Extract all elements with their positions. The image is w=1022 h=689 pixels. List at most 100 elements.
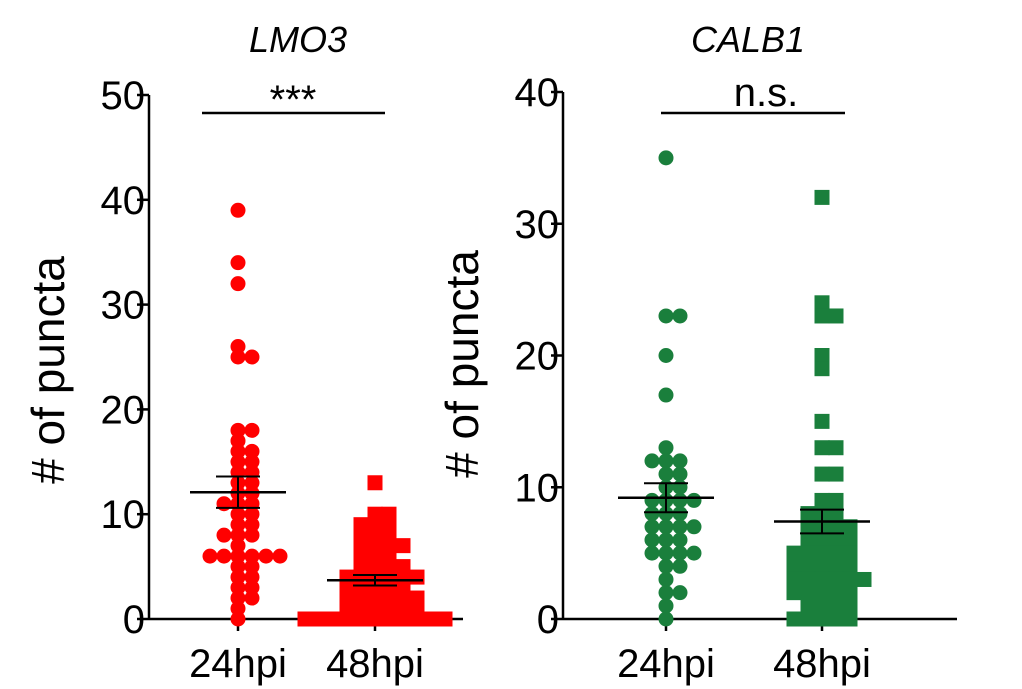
- data-point: [644, 545, 660, 561]
- data-point: [244, 443, 260, 459]
- data-point: [395, 611, 411, 627]
- data-point: [244, 506, 260, 522]
- significance-label: n.s.: [734, 71, 798, 115]
- data-point: [230, 538, 246, 554]
- y-tick-label: 40: [515, 71, 560, 115]
- data-point: [409, 569, 425, 585]
- data-point: [230, 611, 246, 627]
- data-point: [828, 585, 844, 601]
- data-point: [800, 611, 816, 627]
- data-point: [828, 466, 844, 482]
- data-point: [230, 276, 246, 292]
- data-point: [230, 559, 246, 575]
- data-point: [230, 349, 246, 365]
- data-point: [814, 308, 830, 324]
- data-point: [658, 387, 674, 403]
- data-point: [828, 611, 844, 627]
- data-point: [672, 479, 688, 495]
- data-point: [230, 601, 246, 617]
- data-point: [828, 532, 844, 548]
- data-point: [644, 492, 660, 508]
- data-point: [230, 433, 246, 449]
- data-point: [814, 295, 830, 311]
- data-point: [230, 339, 246, 355]
- data-point: [828, 506, 844, 522]
- data-point: [216, 548, 232, 564]
- data-point: [325, 611, 341, 627]
- data-point: [686, 545, 702, 561]
- data-point: [244, 569, 260, 585]
- data-point: [244, 548, 260, 564]
- data-point: [658, 466, 674, 482]
- x-tick-label: 24hpi: [189, 642, 287, 686]
- data-point: [244, 475, 260, 491]
- data-point: [244, 349, 260, 365]
- data-point: [800, 598, 816, 614]
- data-point: [272, 548, 288, 564]
- data-point: [786, 571, 802, 587]
- data-point: [786, 611, 802, 627]
- data-point: [842, 519, 858, 535]
- data-point: [658, 506, 674, 522]
- data-point: [658, 545, 674, 561]
- data-point: [814, 440, 830, 456]
- data-point: [814, 611, 830, 627]
- data-point: [828, 558, 844, 574]
- data-point: [814, 558, 830, 574]
- data-point: [672, 492, 688, 508]
- data-point: [658, 453, 674, 469]
- data-point: [828, 571, 844, 587]
- data-point: [842, 545, 858, 561]
- data-point: [814, 532, 830, 548]
- data-point: [814, 545, 830, 561]
- data-point: [202, 548, 218, 564]
- data-point: [800, 532, 816, 548]
- data-point: [230, 569, 246, 585]
- data-point: [842, 532, 858, 548]
- data-point: [658, 611, 674, 627]
- data-point: [658, 348, 674, 363]
- y-tick-label: 50: [101, 74, 146, 118]
- data-point: [672, 466, 688, 482]
- data-point: [216, 527, 232, 543]
- data-point: [828, 545, 844, 561]
- data-point: [244, 527, 260, 543]
- data-point: [842, 611, 858, 627]
- data-point: [856, 571, 872, 587]
- data-point: [842, 585, 858, 601]
- data-point: [658, 571, 674, 587]
- data-point: [230, 202, 246, 218]
- data-point: [800, 545, 816, 561]
- data-point: [244, 580, 260, 596]
- data-point: [828, 519, 844, 535]
- data-point: [339, 611, 355, 627]
- data-point: [230, 548, 246, 564]
- data-point: [658, 440, 674, 456]
- data-point: [644, 519, 660, 535]
- data-point: [258, 548, 274, 564]
- x-tick-label: 24hpi: [617, 642, 715, 686]
- data-point: [230, 506, 246, 522]
- panel-lmo3: LMO3 # of puncta *** 0 10 20 30 40 50 24hpi 48h…: [22, 19, 463, 686]
- data-point: [381, 611, 397, 627]
- data-point: [423, 611, 439, 627]
- y-tick-label: 10: [515, 466, 560, 510]
- data-point: [658, 519, 674, 535]
- data-point: [828, 440, 844, 456]
- y-tick-label: 10: [101, 493, 146, 537]
- y-tick-label: 0: [537, 598, 559, 642]
- data-point: [244, 590, 260, 606]
- data-point: [658, 308, 674, 324]
- data-point: [367, 475, 383, 491]
- chart-title: LMO3: [249, 19, 347, 60]
- data-point: [437, 611, 453, 627]
- data-point: [409, 611, 425, 627]
- data-point: [672, 453, 688, 469]
- data-point: [658, 532, 674, 548]
- data-point: [814, 598, 830, 614]
- x-tick-label: 48hpi: [326, 642, 424, 686]
- data-point: [842, 598, 858, 614]
- data-point: [800, 585, 816, 601]
- data-point: [686, 519, 702, 535]
